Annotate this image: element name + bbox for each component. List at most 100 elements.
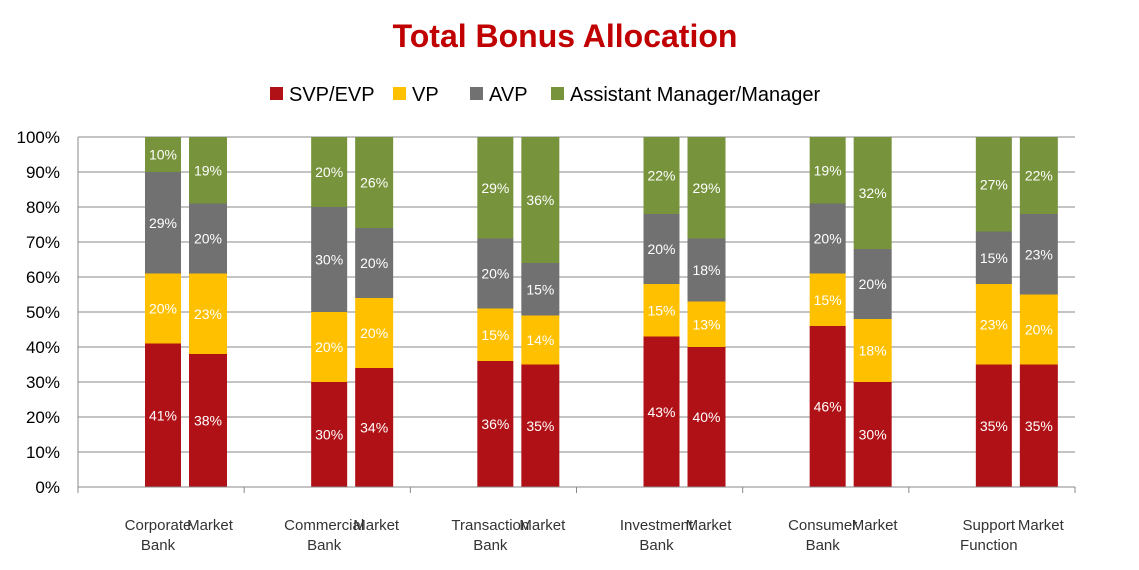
data-label: 20% <box>481 266 509 282</box>
data-label: 20% <box>360 325 388 341</box>
legend-label: SVP/EVP <box>289 84 375 106</box>
legend-label: AVP <box>489 84 528 106</box>
bar-segment <box>477 238 514 309</box>
x-category-label: Investment <box>620 517 694 534</box>
bar-segment <box>311 382 348 487</box>
bar-segment <box>853 382 892 487</box>
x-market-label: Market <box>686 517 733 534</box>
y-tick-label: 100% <box>17 128 60 147</box>
data-label: 15% <box>980 250 1008 266</box>
bar-segment <box>853 319 892 382</box>
legend: SVP/EVP VP AVP Assistant Manager/Manager <box>270 84 820 106</box>
data-label: 19% <box>814 162 842 178</box>
bar-segment <box>145 273 181 344</box>
bar-segment <box>1019 364 1058 487</box>
data-label: 20% <box>149 301 177 317</box>
y-tick-label: 10% <box>26 443 60 462</box>
bar-segment <box>311 207 348 312</box>
data-label: 35% <box>1025 418 1053 434</box>
data-label: 15% <box>814 292 842 308</box>
bar-segment <box>145 343 181 487</box>
legend-swatch <box>551 87 564 100</box>
y-tick-label: 90% <box>26 163 60 182</box>
legend-swatch <box>393 87 406 100</box>
bar-segment <box>355 228 394 298</box>
bar-segment <box>355 368 394 487</box>
bar-segment <box>687 137 726 239</box>
data-label: 27% <box>980 176 1008 192</box>
data-label: 15% <box>481 327 509 343</box>
bar-segment <box>975 137 1012 232</box>
y-tick-label: 30% <box>26 373 60 392</box>
x-category-label: Transaction <box>451 517 529 534</box>
data-label: 46% <box>814 399 842 415</box>
legend-label: Assistant Manager/Manager <box>570 84 820 106</box>
x-category-label: Consumer <box>788 517 857 534</box>
x-category-label: Bank <box>639 537 674 554</box>
data-label: 36% <box>481 416 509 432</box>
y-tick-label: 70% <box>26 233 60 252</box>
bar-segment <box>355 298 394 368</box>
y-tick-label: 80% <box>26 198 60 217</box>
data-label: 20% <box>315 339 343 355</box>
x-category-label: Bank <box>473 537 508 554</box>
bar-segment <box>145 172 181 274</box>
x-category-label: Function <box>960 537 1018 554</box>
x-market-label: Market <box>353 517 400 534</box>
data-label: 41% <box>149 407 177 423</box>
data-label: 43% <box>647 404 675 420</box>
bar-segment <box>687 301 726 347</box>
data-label: 19% <box>194 162 222 178</box>
data-label: 34% <box>360 420 388 436</box>
bar-segment <box>1019 214 1058 295</box>
data-label: 20% <box>647 241 675 257</box>
data-label: 18% <box>859 343 887 359</box>
bar-segment <box>809 326 846 487</box>
bar-segment <box>975 284 1012 365</box>
data-label: 20% <box>315 164 343 180</box>
data-label: 22% <box>647 168 675 184</box>
x-market-label: Market <box>1018 517 1065 534</box>
x-market-label: Market <box>519 517 566 534</box>
bar-segment <box>643 214 680 284</box>
data-label: 32% <box>859 185 887 201</box>
bar-segment <box>521 315 560 365</box>
chart-title: Total Bonus Allocation <box>393 18 738 54</box>
data-label: 20% <box>360 255 388 271</box>
x-market-label: Market <box>852 517 899 534</box>
data-label: 20% <box>194 231 222 247</box>
data-label: 20% <box>1025 322 1053 338</box>
bar-segment <box>189 273 227 354</box>
bar-segment <box>1019 137 1058 214</box>
y-tick-label: 40% <box>26 338 60 357</box>
bar-segment <box>355 137 394 228</box>
data-label: 29% <box>481 180 509 196</box>
data-label: 23% <box>1025 246 1053 262</box>
bar-segment <box>853 137 892 249</box>
bar-segment <box>687 347 726 487</box>
x-category-label: Bank <box>141 537 176 554</box>
data-label: 30% <box>315 427 343 443</box>
x-market-label: Market <box>187 517 234 534</box>
bar-segment <box>521 263 560 316</box>
bar-segment <box>521 364 560 487</box>
y-tick-label: 0% <box>35 478 60 497</box>
data-label: 38% <box>194 413 222 429</box>
y-tick-label: 60% <box>26 268 60 287</box>
bars: 41% 20% 29% 10% 38% 23% 20% 19% 30% 20% 30% 20% 34% 2… <box>145 137 1058 487</box>
gridlines <box>78 136 1075 453</box>
bar-segment <box>643 284 680 337</box>
x-category-label: Bank <box>307 537 342 554</box>
legend-swatch <box>270 87 283 100</box>
data-label: 20% <box>859 276 887 292</box>
bar-segment <box>189 137 227 204</box>
data-label: 23% <box>980 316 1008 332</box>
bar-segment <box>477 137 514 239</box>
bar-segment <box>643 137 680 214</box>
data-label: 29% <box>149 215 177 231</box>
data-label: 14% <box>526 332 554 348</box>
bar-segment <box>189 354 227 487</box>
bar-segment <box>1019 294 1058 365</box>
x-category-label: Commercial <box>284 517 364 534</box>
